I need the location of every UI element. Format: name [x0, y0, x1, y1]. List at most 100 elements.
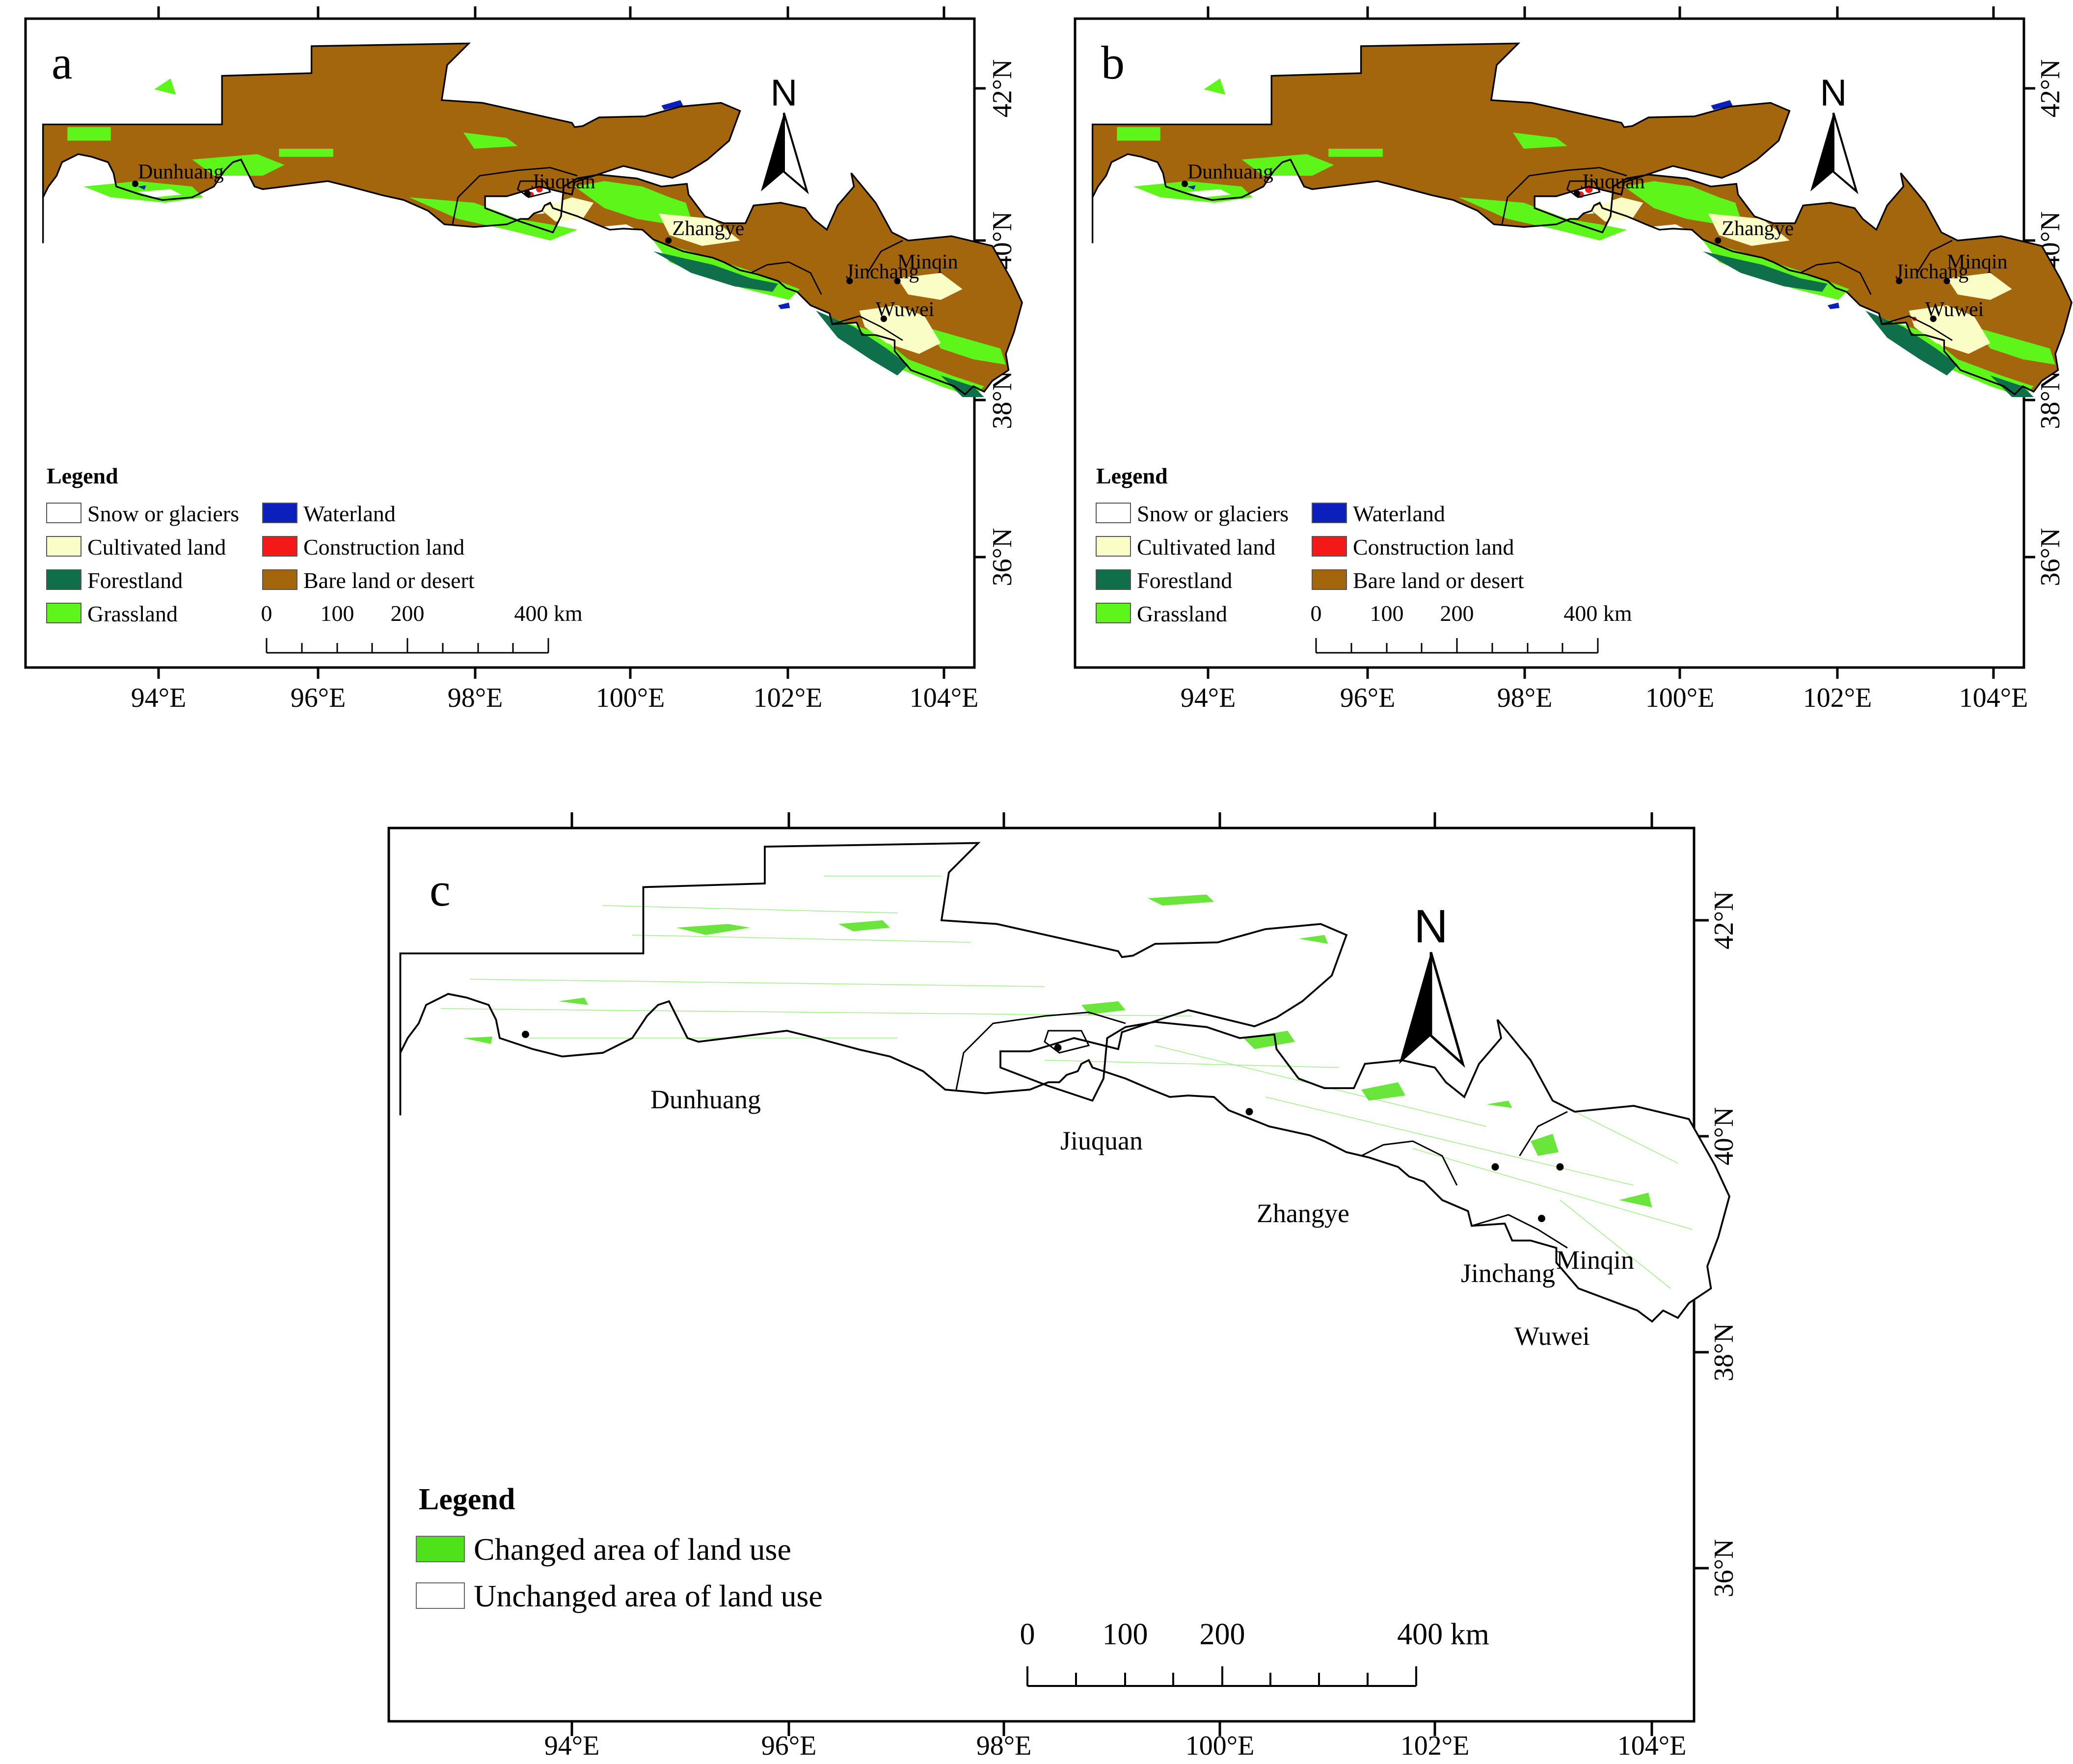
- scale-label-200: 200: [391, 601, 425, 626]
- city-label-dunhuang: Dunhuang: [1187, 161, 1273, 184]
- legend-label-grass: Grassland: [87, 601, 178, 626]
- scale-label-0: 0: [261, 601, 272, 626]
- land-use-map-a: Dunhuang Jiuquan Zhangye Jinchang Minqin…: [42, 42, 1023, 397]
- city-label-wuwei: Wuwei: [1514, 1321, 1590, 1351]
- panel-b: 94°E 96°E 98°E 100°E 102°E 104°E 42°N 40…: [1074, 6, 2073, 713]
- legend-label-snow: Snow or glaciers: [87, 501, 239, 526]
- legend-swatch-construction: [262, 536, 297, 557]
- legend-col2-a: Waterland Construction land Bare land or…: [262, 501, 475, 593]
- lon-label-96: 96°E: [1340, 683, 1396, 713]
- water-patches: [1187, 100, 1840, 309]
- city-label-jinchang: Jinchang: [846, 261, 919, 283]
- scale-bar-c: 0 100 200 400 km: [1020, 1618, 1489, 1687]
- lat-label-38: 38°N: [1709, 1323, 1739, 1382]
- lat-labels-c: 42°N 40°N 38°N 36°N: [1709, 891, 1739, 1598]
- legend-title: Legend: [1096, 463, 1168, 488]
- city-label-wuwei: Wuwei: [876, 298, 935, 321]
- legend-swatch-water: [262, 503, 297, 523]
- legend-swatch-bare: [1312, 569, 1347, 590]
- panel-letter-b: b: [1101, 36, 1125, 89]
- top-ticks-c: [570, 812, 1653, 828]
- water-patches: [138, 100, 790, 309]
- bottom-ticks-a: [157, 668, 945, 679]
- north-arrow-a: N: [761, 72, 809, 194]
- legend-label-cultivated: Cultivated land: [87, 535, 226, 560]
- legend-label-unchanged: Unchanged area of land use: [474, 1578, 823, 1613]
- city-labels-c: Dunhuang Jiuquan Zhangye Jinchang Minqin…: [650, 1085, 1634, 1351]
- scale-label-0: 0: [1020, 1618, 1035, 1651]
- lon-label-94: 94°E: [1181, 683, 1236, 713]
- legend-swatch-snow: [46, 503, 81, 523]
- scale-label-400: 400 km: [514, 601, 583, 626]
- north-letter: N: [1820, 72, 1847, 114]
- legend-swatch-cultivated: [46, 536, 81, 557]
- lon-label-94: 94°E: [131, 683, 187, 713]
- legend-swatch-unchanged: [416, 1582, 465, 1609]
- bottom-ticks-b: [1207, 668, 1995, 679]
- lon-label-98: 98°E: [976, 1731, 1032, 1761]
- panel-letter-c: c: [430, 863, 451, 916]
- north-arrow-icon: [761, 113, 784, 191]
- north-arrow-outline-icon: [783, 112, 809, 194]
- lon-label-96: 96°E: [761, 1731, 817, 1761]
- city-markers-a: [132, 180, 901, 322]
- right-ticks-a: [974, 87, 986, 559]
- forest-patches: [653, 251, 984, 397]
- lat-label-36: 36°N: [987, 528, 1018, 587]
- lon-label-102: 102°E: [1803, 683, 1872, 713]
- scale-label-400: 400 km: [1563, 601, 1632, 626]
- legend-a: Legend Snow or glaciers Cultivated land …: [46, 463, 475, 626]
- panel-c: 94°E 96°E 98°E 100°E 102°E 104°E 42°N 40…: [387, 812, 1739, 1761]
- legend-label-grass: Grassland: [1137, 601, 1227, 626]
- legend-swatch-bare: [262, 569, 297, 590]
- right-ticks-b: [2024, 87, 2035, 559]
- city-label-zhangye: Zhangye: [1257, 1199, 1349, 1228]
- lat-label-42: 42°N: [1709, 891, 1739, 950]
- scale-label-200: 200: [1440, 601, 1474, 626]
- north-arrow-icon: [1810, 113, 1833, 191]
- legend-label-forest: Forestland: [87, 568, 183, 593]
- lon-labels-c: 94°E 96°E 98°E 100°E 102°E 104°E: [544, 1731, 1687, 1761]
- city-label-jiuquan: Jiuquan: [1060, 1126, 1143, 1155]
- north-arrow-icon: [1399, 952, 1431, 1064]
- legend-title: Legend: [419, 1483, 515, 1516]
- legend-swatch-forest: [46, 569, 81, 590]
- north-letter: N: [1414, 900, 1448, 953]
- legend-label-cultivated: Cultivated land: [1137, 535, 1275, 560]
- north-letter: N: [771, 72, 798, 114]
- legend-label-water: Waterland: [1353, 501, 1445, 526]
- scale-label-100: 100: [321, 601, 354, 626]
- city-label-minqin: Minqin: [1947, 251, 2008, 273]
- city-label-jinchang: Jinchang: [1895, 261, 1968, 283]
- lon-label-94: 94°E: [544, 1731, 600, 1761]
- lon-labels-a: 94°E 96°E 98°E 100°E 102°E 104°E: [131, 683, 979, 713]
- change-map-c: [399, 842, 1730, 1323]
- legend-swatch-forest: [1096, 569, 1131, 590]
- bottom-ticks-c: [570, 1721, 1653, 1736]
- panel-a: 94°E 96°E 98°E 100°E 102°E 104°E 42°N 40…: [24, 6, 1023, 713]
- prefecture-boundaries-c: [955, 1011, 1568, 1249]
- city-markers-b: [1181, 180, 1950, 322]
- legend-col2-b: Waterland Construction land Bare land or…: [1312, 501, 1524, 593]
- scale-label-400: 400 km: [1397, 1618, 1489, 1651]
- legend-swatch-construction: [1312, 536, 1347, 557]
- lon-label-104: 104°E: [910, 683, 979, 713]
- scale-label-0: 0: [1311, 601, 1322, 626]
- legend-label-construction: Construction land: [303, 535, 464, 560]
- legend-label-water: Waterland: [303, 501, 396, 526]
- legend-swatch-changed: [416, 1536, 465, 1562]
- change-texture: [440, 876, 1693, 1289]
- lon-label-100: 100°E: [1185, 1731, 1255, 1761]
- city-label-minqin: Minqin: [897, 251, 958, 273]
- scale-label-200: 200: [1200, 1618, 1245, 1651]
- top-ticks-a: [157, 6, 945, 19]
- lon-label-102: 102°E: [754, 683, 823, 713]
- city-labels-b: Dunhuang Jiuquan Zhangye Jinchang Minqin…: [1187, 161, 2008, 321]
- lon-label-98: 98°E: [448, 683, 503, 713]
- lon-label-100: 100°E: [1645, 683, 1715, 713]
- scale-bar-line: [1026, 1666, 1417, 1687]
- legend-title: Legend: [47, 463, 118, 488]
- legend-c: Legend Changed area of land use Unchange…: [416, 1483, 823, 1613]
- prefecture-boundaries-b: [1501, 167, 1953, 341]
